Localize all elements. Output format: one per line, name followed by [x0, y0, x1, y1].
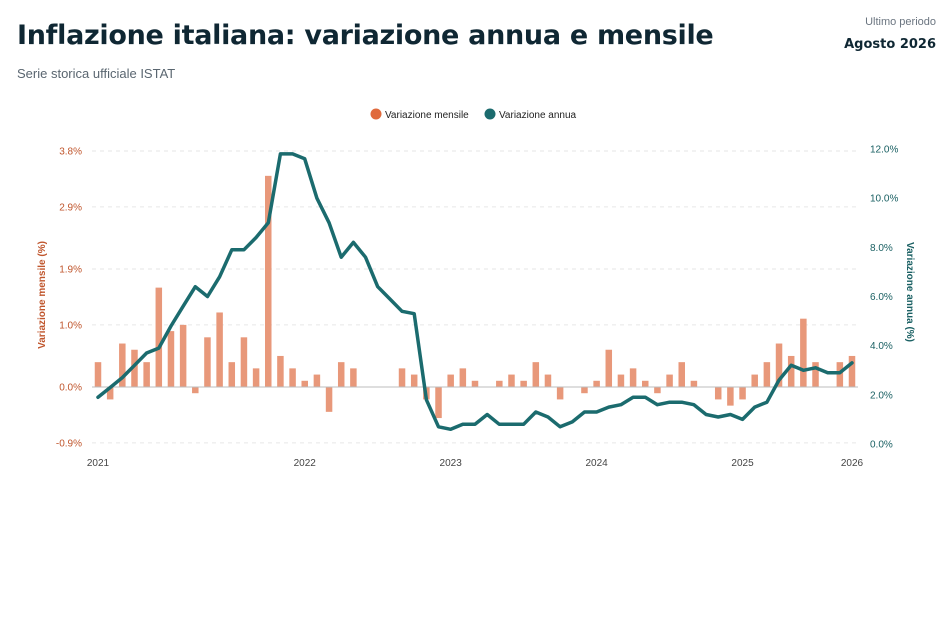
monthly-bar: [787, 355, 795, 387]
right-tick-label: 4.0%: [870, 341, 893, 352]
monthly-bar: [252, 368, 260, 387]
period-box: Ultimo periodo Agosto 2026: [844, 16, 936, 52]
monthly-bar: [532, 362, 540, 387]
monthly-bar: [240, 337, 248, 387]
left-axis-ticks: 3.8% 2.9% 1.9% 1.0% 0.0% -0.9%: [56, 147, 82, 450]
right-tick-label: 10.0%: [870, 194, 898, 205]
monthly-bars: [94, 175, 856, 419]
monthly-bar: [398, 368, 406, 387]
legend-annual-swatch: [484, 108, 496, 120]
legend-monthly-label: Variazione mensile: [385, 110, 469, 121]
left-tick-label: 2.9%: [59, 202, 82, 213]
right-tick-label: 12.0%: [870, 145, 898, 156]
monthly-bar: [228, 362, 236, 387]
monthly-bar: [727, 387, 734, 406]
monthly-bar: [520, 380, 527, 387]
x-tick-label: 2023: [440, 458, 463, 469]
monthly-bar: [812, 362, 819, 387]
monthly-bar: [739, 387, 746, 400]
left-tick-label: 0.0%: [59, 383, 82, 394]
monthly-bar: [325, 387, 333, 412]
left-tick-label: 1.0%: [59, 320, 82, 331]
monthly-bar: [277, 355, 284, 387]
monthly-bar: [179, 324, 187, 387]
monthly-bar: [410, 374, 418, 387]
monthly-bar: [556, 387, 564, 400]
monthly-bar: [192, 387, 199, 394]
x-axis-ticks: 2021 2022 2023 2024 2025 2026: [87, 458, 864, 469]
monthly-bar: [471, 380, 479, 387]
x-tick-label: 2026: [841, 458, 864, 469]
monthly-bar: [131, 349, 138, 387]
monthly-bar: [775, 343, 783, 387]
monthly-bar: [666, 374, 673, 387]
right-tick-label: 8.0%: [870, 243, 893, 254]
right-axis-ticks: 12.0% 10.0% 8.0% 6.0% 4.0% 2.0% 0.0%: [870, 145, 898, 451]
legend-annual-label: Variazione annua: [499, 110, 577, 121]
monthly-bar: [617, 374, 625, 387]
chart-title: Inflazione italiana: variazione annua e …: [17, 20, 714, 51]
monthly-bar: [544, 374, 552, 387]
monthly-bar: [629, 368, 637, 387]
monthly-bar: [143, 362, 150, 387]
x-tick-label: 2021: [87, 458, 110, 469]
legend-monthly-swatch: [370, 108, 382, 120]
right-tick-label: 6.0%: [870, 292, 893, 303]
monthly-bar: [836, 362, 844, 387]
right-axis-label: Variazione annua (%): [904, 242, 915, 342]
monthly-bar: [106, 387, 114, 400]
monthly-bar: [848, 355, 856, 387]
monthly-bar: [216, 312, 223, 387]
monthly-bar: [605, 349, 613, 387]
monthly-bar: [447, 374, 454, 387]
monthly-bar: [204, 337, 211, 387]
monthly-bar: [496, 380, 503, 387]
monthly-bar: [350, 368, 357, 387]
monthly-bar: [155, 287, 163, 387]
right-tick-label: 0.0%: [870, 440, 893, 451]
monthly-bar: [435, 387, 442, 419]
right-tick-label: 2.0%: [870, 390, 893, 401]
monthly-bar: [265, 175, 272, 387]
left-axis-label: Variazione mensile (%): [37, 241, 48, 349]
monthly-bar: [642, 380, 649, 387]
x-tick-label: 2024: [585, 458, 608, 469]
monthly-bar: [459, 368, 467, 387]
monthly-bar: [337, 362, 345, 387]
monthly-bar: [94, 362, 102, 387]
period-label: Ultimo periodo: [865, 16, 936, 28]
annual-line: [96, 152, 854, 432]
left-tick-label: 3.8%: [59, 147, 82, 158]
x-tick-label: 2025: [731, 458, 754, 469]
monthly-bar: [313, 374, 321, 387]
chart-subtitle: Serie storica ufficiale ISTAT: [17, 66, 176, 81]
legend: Variazione mensile Variazione annua: [370, 108, 577, 121]
x-tick-label: 2022: [294, 458, 317, 469]
period-value: Agosto 2026: [844, 37, 936, 52]
monthly-bar: [581, 387, 588, 394]
monthly-bar: [714, 387, 722, 400]
monthly-bar: [654, 387, 661, 394]
monthly-bar: [763, 362, 771, 387]
monthly-bar: [301, 380, 308, 387]
monthly-bar: [508, 374, 515, 387]
monthly-bar: [751, 374, 758, 387]
monthly-bar: [690, 380, 698, 387]
monthly-bar: [593, 380, 600, 387]
monthly-bar: [800, 318, 807, 387]
monthly-bar: [678, 362, 685, 387]
monthly-bar: [119, 343, 126, 387]
left-tick-label: -0.9%: [56, 438, 82, 449]
left-tick-label: 1.9%: [59, 265, 82, 276]
monthly-bar: [289, 368, 296, 387]
monthly-bar: [167, 331, 175, 387]
